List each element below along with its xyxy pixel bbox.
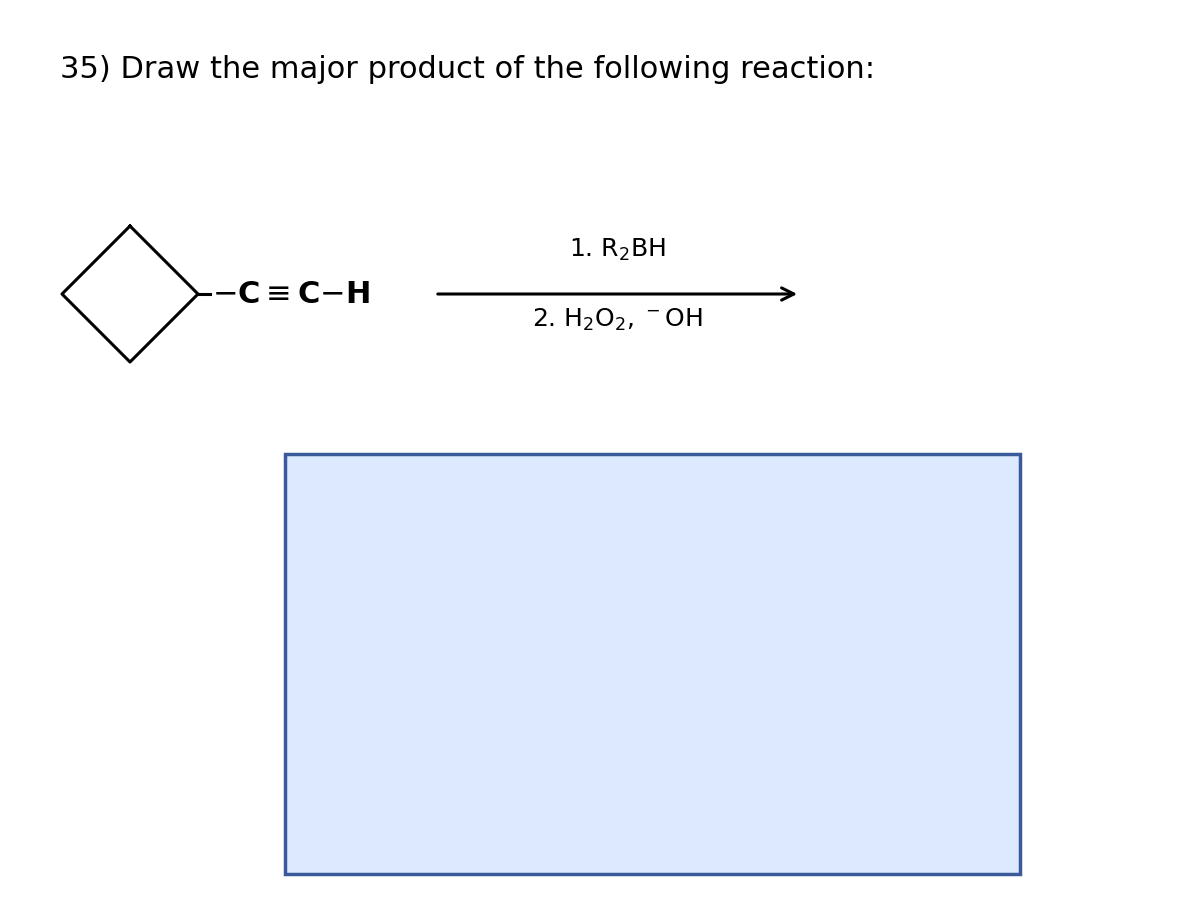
Text: 35) Draw the major product of the following reaction:: 35) Draw the major product of the follow… xyxy=(60,55,875,84)
Text: 1. R$_2$BH: 1. R$_2$BH xyxy=(569,236,666,262)
Text: 2. H$_2$O$_2$, $\mathdefault{^-}$OH: 2. H$_2$O$_2$, $\mathdefault{^-}$OH xyxy=(532,307,703,333)
Text: $-$C$\equiv$C$-$H: $-$C$\equiv$C$-$H xyxy=(212,281,370,309)
Bar xyxy=(286,455,1020,874)
